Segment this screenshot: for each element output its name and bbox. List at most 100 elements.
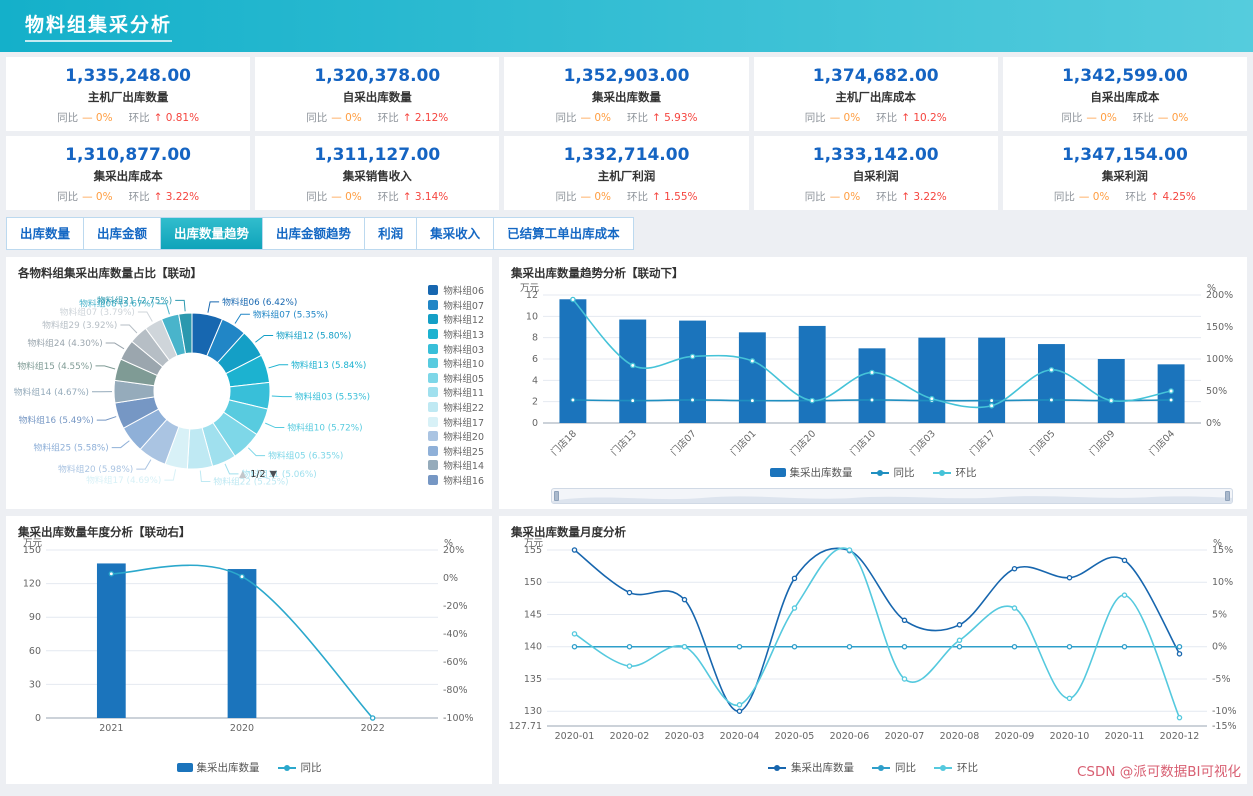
- legend-同比[interactable]: 同比: [872, 760, 916, 775]
- legend-label: 物料组16: [443, 476, 484, 488]
- legend-集采出库数量[interactable]: 集采出库数量: [176, 760, 260, 775]
- legend-集采出库数量[interactable]: 集采出库数量: [768, 760, 854, 775]
- svg-text:150: 150: [23, 545, 41, 556]
- kpi-value: 1,347,154.00: [1061, 145, 1188, 165]
- tab-利润[interactable]: 利润: [365, 218, 418, 249]
- datazoom-slider[interactable]: [551, 488, 1233, 504]
- year-legend: 集采出库数量 同比: [6, 757, 492, 776]
- tab-出库数量趋势[interactable]: 出库数量趋势: [161, 218, 264, 249]
- svg-text:0%: 0%: [1212, 642, 1227, 653]
- svg-text:120: 120: [23, 579, 41, 590]
- tab-出库金额趋势[interactable]: 出库金额趋势: [263, 218, 366, 249]
- svg-text:万元: 万元: [23, 538, 43, 549]
- legend-物料组14[interactable]: 物料组14: [428, 458, 484, 473]
- panel-month: 集采出库数量月度分析 127.71 130 135 140 145 150 155 15% 10…: [499, 516, 1247, 784]
- svg-text:门店13: 门店13: [608, 428, 638, 458]
- legend-label: 物料组03: [443, 344, 484, 356]
- kpi-mom-value: ↑ 4.25%: [1150, 191, 1196, 203]
- series-同比[interactable]: [571, 643, 1183, 650]
- svg-text:127.71: 127.71: [509, 721, 542, 732]
- legend-swatch: [428, 445, 439, 456]
- tab-已结算工单出库成本[interactable]: 已结算工单出库成本: [507, 226, 620, 241]
- store-trend-chart[interactable]: 0 2 4 6 8 10 12 0% 50% 100% 150% 200% 万元 % 门店18 门店13 门店0…: [499, 279, 1247, 465]
- svg-text:-40%: -40%: [443, 629, 468, 640]
- svg-text:100%: 100%: [1206, 354, 1233, 365]
- line-legend-glyph: [870, 469, 889, 476]
- legend-page-down-icon[interactable]: ▼: [269, 469, 277, 480]
- donut-slices[interactable]: [113, 312, 271, 470]
- kpi-yoy-label: 同比: [1053, 191, 1075, 203]
- svg-text:物料组07 (5.35%): 物料组07 (5.35%): [253, 308, 328, 320]
- series-同比[interactable]: [108, 564, 376, 721]
- kpi-label: 集采出库数量: [591, 90, 661, 104]
- series-环比[interactable]: [571, 547, 1183, 721]
- kpi-mom-value: ↑ 3.14%: [402, 191, 449, 203]
- svg-text:门店09: 门店09: [1087, 428, 1117, 458]
- svg-text:2020-04: 2020-04: [720, 731, 760, 742]
- legend-物料组07[interactable]: 物料组07: [428, 298, 484, 313]
- tab-出库数量[interactable]: 出库数量: [7, 218, 85, 249]
- legend-swatch: [428, 475, 439, 486]
- kpi-row-1: 1,335,248.00 主机厂出库数量 同比 — 0% 环比 ↑ 0.81% 1,320,…: [6, 57, 1247, 131]
- kpi-card: 1,320,378.00 自采出库数量 同比 — 0% 环比 ↑ 2.12%: [255, 57, 500, 131]
- svg-text:2020-10: 2020-10: [1050, 731, 1090, 742]
- kpi-mom-label: 环比: [626, 191, 648, 203]
- month-chart[interactable]: 127.71 130 135 140 145 150 155 15% 10% 5% 0% -5% -10…: [499, 538, 1247, 756]
- line-legend-glyph: [277, 764, 296, 771]
- kpi-yoy-label: 同比: [57, 191, 79, 203]
- svg-text:-60%: -60%: [443, 657, 468, 668]
- tab-集采收入[interactable]: 集采收入: [417, 218, 495, 249]
- legend-物料组22[interactable]: 物料组22: [428, 400, 484, 415]
- legend-物料组25[interactable]: 物料组25: [428, 444, 484, 459]
- legend-环比[interactable]: 环比: [934, 760, 978, 775]
- series-环比[interactable]: [570, 296, 1174, 409]
- legend-label: 同比: [895, 762, 916, 774]
- datazoom-left-handle[interactable]: [554, 491, 559, 501]
- series-集采出库数量[interactable]: [96, 563, 257, 718]
- svg-text:门店01: 门店01: [728, 428, 758, 458]
- legend-page-up-icon[interactable]: ▲: [239, 469, 247, 480]
- line-legend-glyph: [932, 469, 951, 476]
- legend-物料组20[interactable]: 物料组20: [428, 429, 484, 444]
- legend-物料组10[interactable]: 物料组10: [428, 356, 484, 371]
- legend-物料组03[interactable]: 物料组03: [428, 341, 484, 356]
- legend-物料组05[interactable]: 物料组05: [428, 371, 484, 386]
- donut-chart[interactable]: 物料组06 (6.42%)物料组07 (5.35%) 物料组12 (5.80%) 物…: [6, 279, 492, 505]
- legend-label: 物料组07: [443, 300, 484, 312]
- kpi-value: 1,320,378.00: [314, 66, 441, 86]
- legend-环比[interactable]: 环比: [932, 465, 977, 480]
- svg-text:0: 0: [35, 713, 41, 724]
- legend-物料组11[interactable]: 物料组11: [428, 385, 484, 400]
- kpi-yoy-label: 同比: [555, 112, 577, 124]
- kpi-mom-label: 环比: [128, 112, 150, 124]
- series-集采出库数量[interactable]: [559, 299, 1185, 423]
- svg-text:-5%: -5%: [1212, 674, 1231, 685]
- tab-出库金额[interactable]: 出库金额: [84, 218, 162, 249]
- legend-label: 物料组13: [443, 330, 484, 342]
- legend-同比[interactable]: 同比: [870, 465, 915, 480]
- legend-物料组12[interactable]: 物料组12: [428, 312, 484, 327]
- line-legend-glyph: [872, 764, 890, 771]
- legend-swatch: [428, 460, 439, 471]
- legend-集采出库数量[interactable]: 集采出库数量: [769, 465, 853, 480]
- series-集采出库数量[interactable]: [571, 547, 1183, 714]
- kpi-label: 自采出库数量: [342, 90, 412, 104]
- legend-物料组16[interactable]: 物料组16: [428, 473, 484, 488]
- year-chart[interactable]: 0 30 60 90 120 150 20% 0% -20% -40% -60% -80% -100% 万…: [6, 538, 492, 756]
- legend-同比[interactable]: 同比: [277, 760, 322, 775]
- legend-label: 物料组22: [443, 403, 484, 415]
- legend-物料组17[interactable]: 物料组17: [428, 414, 484, 429]
- app-header: 物料组集采分析: [0, 0, 1253, 52]
- line-legend-glyph: [934, 764, 952, 771]
- svg-text:10%: 10%: [1212, 577, 1233, 588]
- panel-title-year: 集采出库数量年度分析【联动右】: [18, 525, 191, 539]
- kpi-mom-label: 环比: [876, 112, 898, 124]
- kpi-card: 1,342,599.00 自采出库成本 同比 — 0% 环比 — 0%: [1002, 57, 1247, 131]
- datazoom-right-handle[interactable]: [1225, 491, 1230, 501]
- panel-title-month: 集采出库数量月度分析: [511, 525, 626, 539]
- legend-物料组13[interactable]: 物料组13: [428, 327, 484, 342]
- svg-text:2020-01: 2020-01: [555, 731, 595, 742]
- legend-物料组06[interactable]: 物料组06: [428, 283, 484, 298]
- svg-text:2020-11: 2020-11: [1105, 731, 1145, 742]
- svg-text:2020-05: 2020-05: [775, 731, 815, 742]
